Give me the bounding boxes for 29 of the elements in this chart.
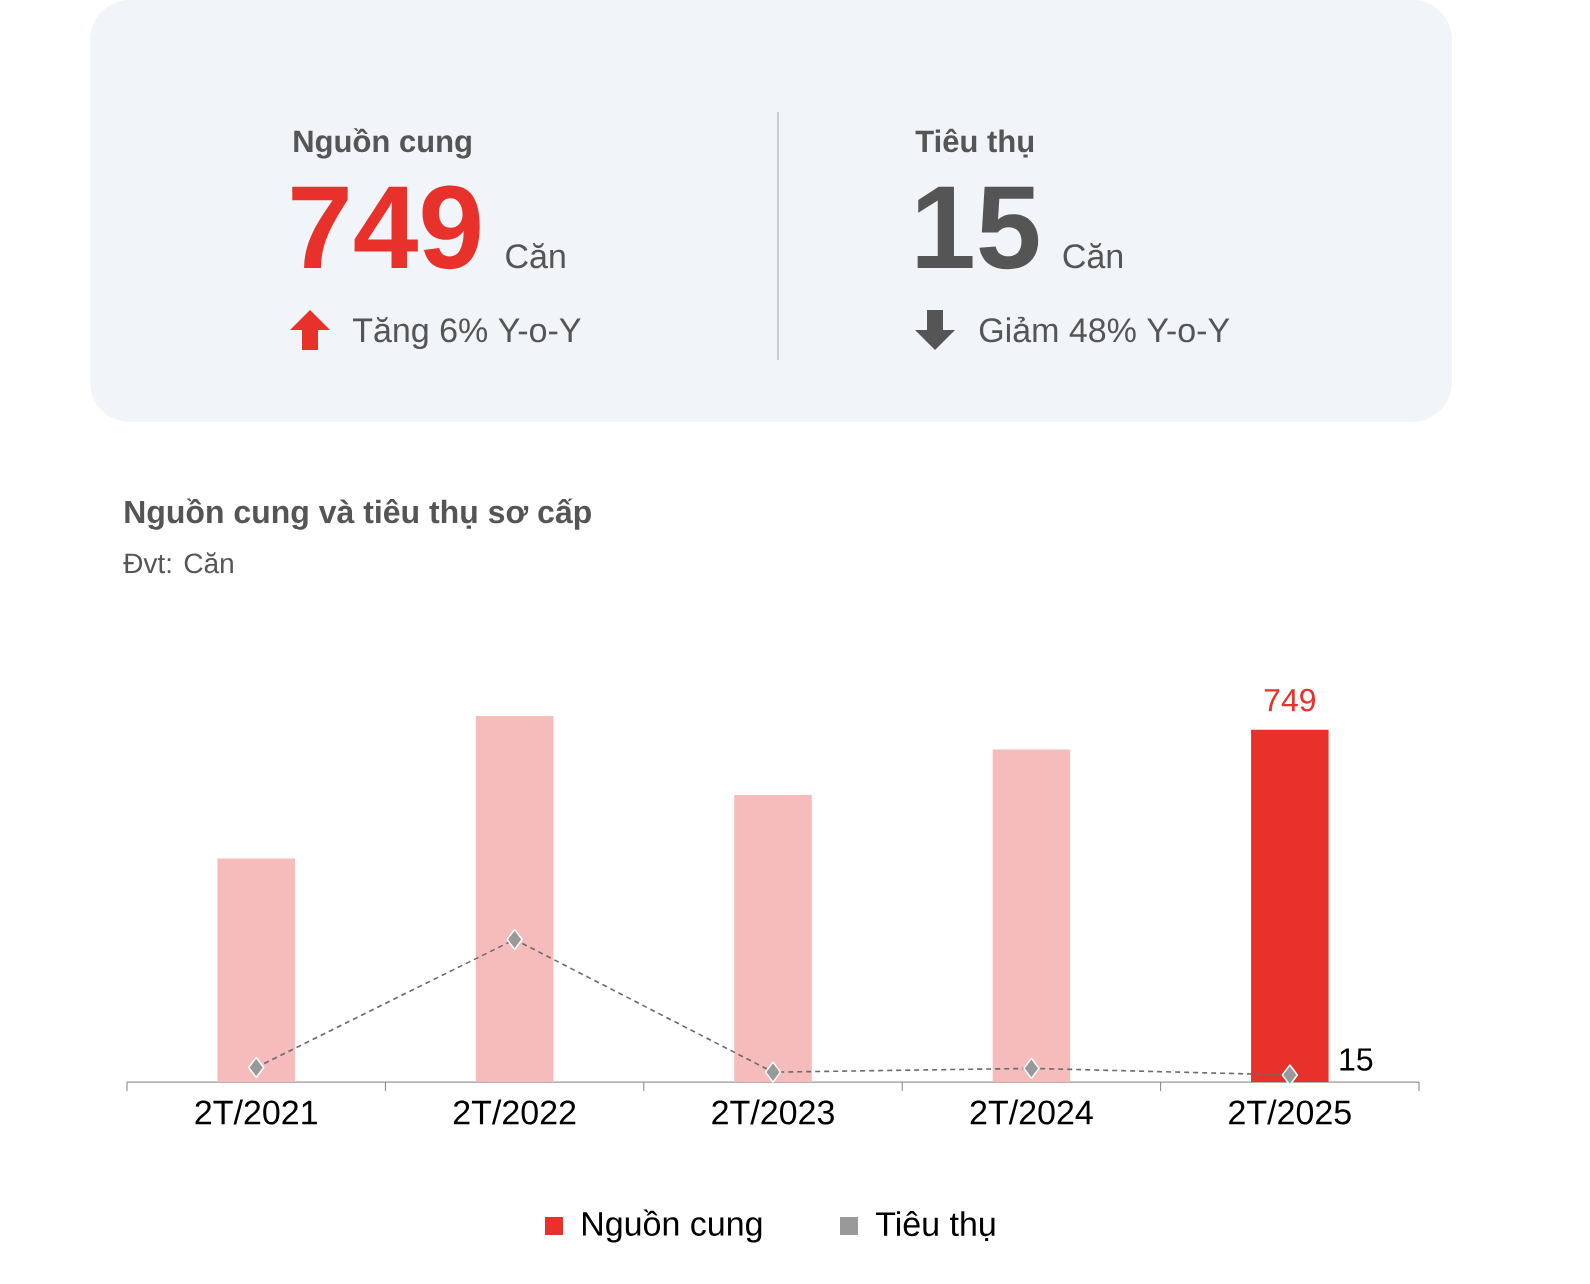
text: Nguồn cung: [294, 128, 471, 159]
x-tick-label: 2T/2024: [970, 1099, 1093, 1125]
text: 749: [292, 185, 480, 270]
point: [247, 1056, 265, 1079]
data-label: 749: [1264, 688, 1315, 712]
text: Tiêu thụ: [915, 128, 1034, 158]
x-tick-label: 2T/2021: [195, 1099, 317, 1125]
text: Căn: [506, 242, 565, 269]
text: Giảm 48% Y-o-Y: [979, 316, 1230, 343]
point: [1023, 1057, 1040, 1080]
text: Căn: [1063, 242, 1123, 269]
bar: [217, 858, 295, 1083]
text: Tăng 6% Y-o-Y: [352, 316, 581, 350]
x-tick-label: 2T/2023: [712, 1099, 834, 1125]
point: [506, 928, 523, 951]
legend-label: Tiêu thụ: [875, 1211, 995, 1241]
x-tick-label: 2T/2022: [453, 1099, 576, 1125]
bar: [475, 716, 554, 1083]
point: [764, 1061, 782, 1083]
data-label: 15: [1340, 1048, 1373, 1071]
chart-subtitle: Đvt: Căn: [123, 552, 233, 574]
bar: [992, 749, 1071, 1083]
bar: [734, 795, 812, 1083]
bar: [1251, 729, 1329, 1083]
point: [1281, 1064, 1299, 1086]
chart-title: Nguồn cung và tiêu thụ sơ cấp: [125, 498, 591, 530]
legend-label: Nguồn cung: [583, 1209, 762, 1243]
text: 15: [917, 186, 1039, 270]
x-tick-label: 2T/2025: [1229, 1099, 1351, 1125]
